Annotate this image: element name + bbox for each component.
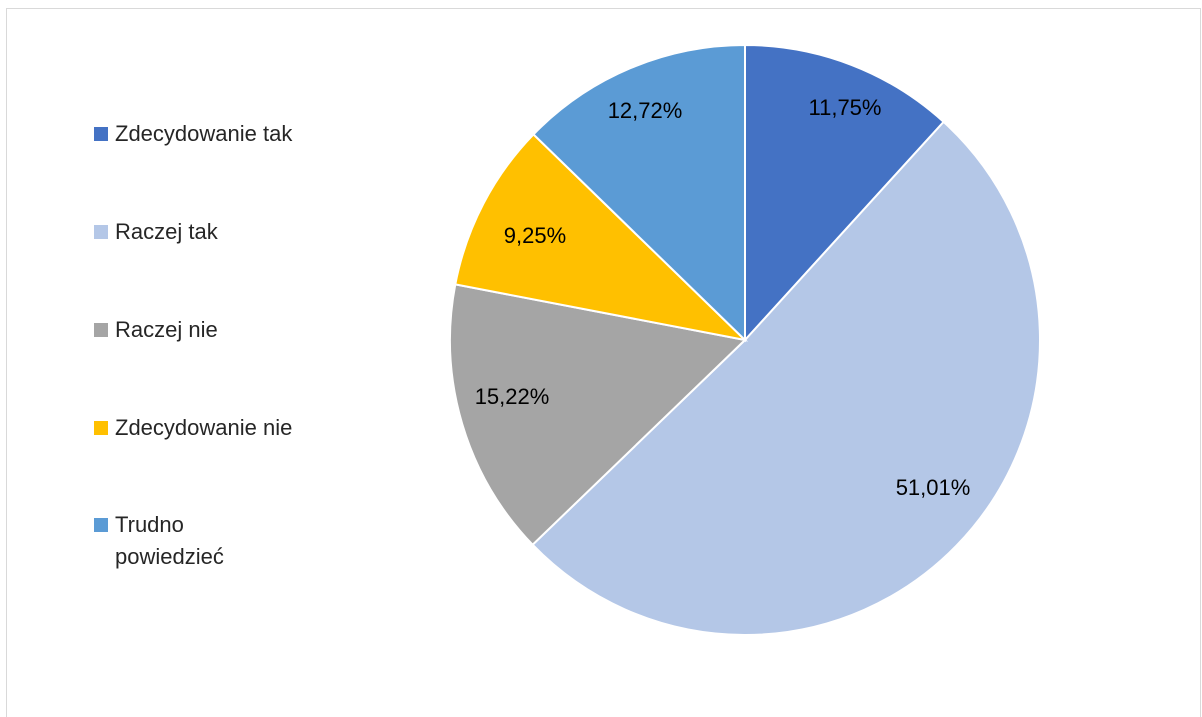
pie-slice-4 — [454, 132, 749, 342]
data-label-2: 51,01% — [896, 475, 971, 500]
legend-swatch — [94, 421, 108, 435]
pie-slice-3 — [449, 283, 748, 547]
legend-swatch — [94, 127, 108, 141]
legend-item-trudno-powiedziec: Trudno powiedzieć — [94, 509, 265, 573]
data-label-4: 9,25% — [504, 223, 566, 248]
legend-label: Trudno powiedzieć — [115, 512, 224, 569]
pie-slice-5 — [532, 43, 746, 343]
data-label-5: 12,72% — [608, 98, 683, 123]
legend-label: Zdecydowanie tak — [115, 121, 293, 146]
legend-item-zdecydowanie-nie: Zdecydowanie nie — [94, 412, 345, 444]
data-label-3: 15,22% — [475, 384, 550, 409]
legend-label: Raczej tak — [115, 219, 218, 244]
chart-frame — [6, 8, 1201, 717]
data-label-1: 11,75% — [809, 95, 882, 120]
legend-swatch — [94, 323, 108, 337]
legend-item-raczej-nie: Raczej nie — [94, 314, 345, 346]
pie-slice-2 — [531, 120, 1041, 636]
legend-label: Zdecydowanie nie — [115, 415, 293, 440]
legend-item-raczej-tak: Raczej tak — [94, 216, 345, 248]
legend-swatch — [94, 225, 108, 239]
pie-slice-1 — [744, 43, 946, 343]
legend-swatch — [94, 518, 108, 532]
legend-item-zdecydowanie-tak: Zdecydowanie tak — [94, 118, 345, 150]
legend-label: Raczej nie — [115, 317, 218, 342]
